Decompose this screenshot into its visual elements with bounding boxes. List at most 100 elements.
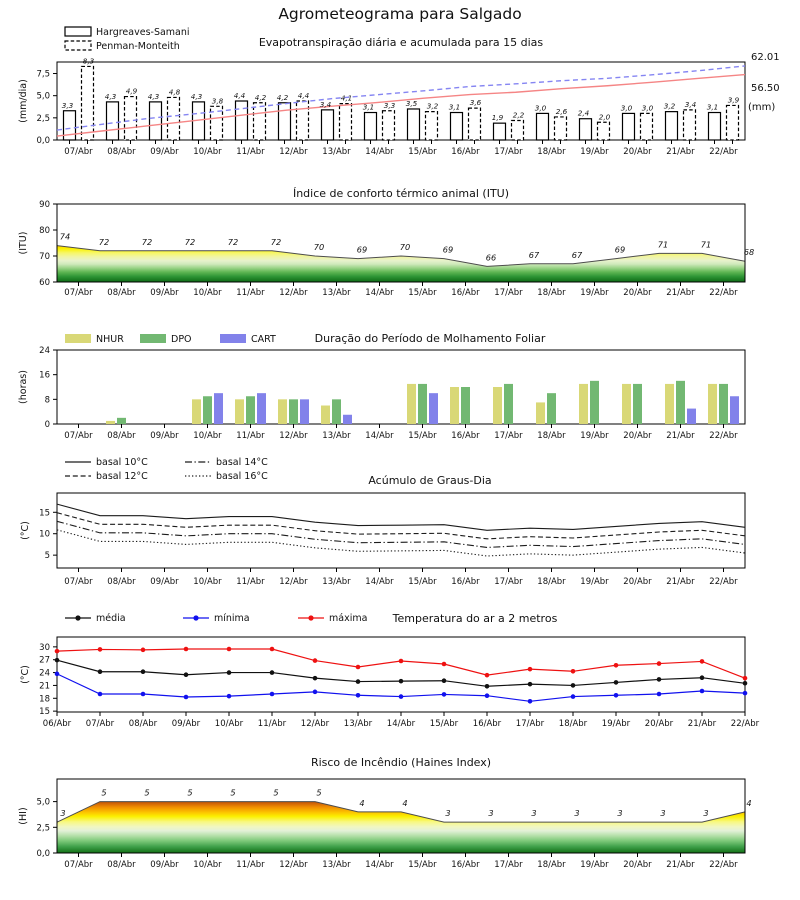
svg-text:74: 74	[60, 232, 70, 242]
svg-text:71: 71	[658, 239, 668, 249]
svg-text:71: 71	[701, 239, 711, 249]
svg-text:3,0: 3,0	[535, 103, 547, 112]
svg-text:Índice de conforto térmico ani: Índice de conforto térmico animal (ITU)	[293, 187, 509, 200]
svg-text:09/Abr: 09/Abr	[150, 147, 179, 157]
svg-text:17/Abr: 17/Abr	[494, 147, 523, 157]
itu-chart: 60 70 80 90 (ITU) Índice de conforto térmico …	[18, 187, 754, 298]
svg-text:08/Abr: 08/Abr	[107, 147, 136, 157]
svg-text:11/Abr: 11/Abr	[236, 860, 265, 870]
svg-text:11/Abr: 11/Abr	[236, 577, 265, 587]
svg-text:67: 67	[529, 250, 540, 260]
svg-text:4,3: 4,3	[191, 92, 203, 101]
svg-text:4,9: 4,9	[126, 87, 138, 96]
svg-text:18: 18	[39, 694, 50, 704]
svg-text:2,2: 2,2	[513, 111, 525, 120]
svg-text:4,3: 4,3	[105, 92, 117, 101]
svg-text:16/Abr: 16/Abr	[451, 147, 480, 157]
svg-text:13/Abr: 13/Abr	[344, 719, 373, 729]
svg-text:07/Abr: 07/Abr	[64, 431, 93, 441]
svg-text:12/Abr: 12/Abr	[301, 719, 330, 729]
temperature-chart: 15 18 21 24 27 30 (°C) Temperatura do ar a 2 me…	[20, 612, 760, 729]
svg-text:21/Abr: 21/Abr	[666, 431, 695, 441]
svg-text:13/Abr: 13/Abr	[322, 288, 351, 298]
svg-text:09/Abr: 09/Abr	[150, 577, 179, 587]
svg-text:22/Abr: 22/Abr	[709, 431, 738, 441]
svg-text:3,1: 3,1	[449, 103, 460, 112]
svg-text:4,3: 4,3	[148, 92, 160, 101]
svg-text:média: média	[96, 613, 126, 624]
svg-text:12/Abr: 12/Abr	[279, 147, 308, 157]
svg-text:18/Abr: 18/Abr	[537, 860, 566, 870]
svg-text:5: 5	[187, 788, 192, 798]
svg-text:3,2: 3,2	[664, 102, 676, 111]
svg-text:4: 4	[746, 798, 751, 808]
svg-text:12/Abr: 12/Abr	[279, 577, 308, 587]
svg-text:(ITU): (ITU)	[18, 232, 29, 255]
svg-text:19/Abr: 19/Abr	[580, 577, 609, 587]
svg-text:08/Abr: 08/Abr	[107, 431, 136, 441]
svg-text:07/Abr: 07/Abr	[64, 860, 93, 870]
svg-text:máxima: máxima	[329, 613, 367, 624]
svg-text:2,0: 2,0	[599, 112, 611, 121]
svg-text:08/Abr: 08/Abr	[129, 719, 158, 729]
svg-text:24: 24	[39, 346, 50, 356]
svg-text:15/Abr: 15/Abr	[408, 431, 437, 441]
svg-text:5: 5	[316, 788, 321, 798]
svg-text:14/Abr: 14/Abr	[365, 147, 394, 157]
svg-text:16/Abr: 16/Abr	[451, 288, 480, 298]
svg-text:3: 3	[488, 808, 493, 818]
svg-text:17/Abr: 17/Abr	[516, 719, 545, 729]
svg-text:69: 69	[357, 245, 367, 255]
svg-text:07/Abr: 07/Abr	[64, 288, 93, 298]
svg-text:66: 66	[486, 252, 496, 262]
svg-text:68: 68	[744, 247, 754, 257]
svg-text:8: 8	[45, 395, 50, 405]
svg-text:90: 90	[39, 200, 50, 210]
svg-text:4,2: 4,2	[277, 93, 289, 102]
svg-text:11/Abr: 11/Abr	[236, 288, 265, 298]
svg-text:16: 16	[39, 371, 50, 381]
svg-text:3: 3	[445, 808, 450, 818]
svg-text:18/Abr: 18/Abr	[559, 719, 588, 729]
svg-text:5: 5	[144, 788, 149, 798]
evapotranspiration-chart: 0,0 2,5 5,0 7,5 (mm/dia) Evapotranspiração di…	[18, 26, 780, 157]
svg-text:3: 3	[660, 808, 665, 818]
svg-text:3,1: 3,1	[363, 103, 374, 112]
svg-text:21/Abr: 21/Abr	[666, 147, 695, 157]
svg-text:(°C): (°C)	[20, 665, 31, 684]
svg-text:08/Abr: 08/Abr	[107, 860, 136, 870]
svg-text:20/Abr: 20/Abr	[623, 288, 652, 298]
svg-text:08/Abr: 08/Abr	[107, 288, 136, 298]
svg-text:CART: CART	[251, 334, 276, 345]
svg-text:10/Abr: 10/Abr	[193, 147, 222, 157]
svg-text:07/Abr: 07/Abr	[64, 147, 93, 157]
svg-text:3: 3	[703, 808, 708, 818]
haines-index-chart: 0,0 2,5 5,0 (HI) Risco de Incêndio (Haines I…	[18, 756, 752, 870]
svg-text:22/Abr: 22/Abr	[709, 147, 738, 157]
svg-text:Hargreaves-Samani: Hargreaves-Samani	[96, 27, 190, 38]
svg-text:09/Abr: 09/Abr	[150, 288, 179, 298]
svg-text:basal 14°C: basal 14°C	[216, 457, 268, 468]
svg-text:3,4: 3,4	[320, 100, 332, 109]
svg-text:72: 72	[142, 237, 152, 247]
svg-text:27: 27	[39, 656, 50, 666]
svg-text:12/Abr: 12/Abr	[279, 288, 308, 298]
svg-text:07/Abr: 07/Abr	[86, 719, 115, 729]
svg-text:67: 67	[572, 250, 583, 260]
svg-text:10/Abr: 10/Abr	[193, 860, 222, 870]
svg-text:17/Abr: 17/Abr	[494, 288, 523, 298]
svg-text:69: 69	[615, 245, 625, 255]
svg-text:13/Abr: 13/Abr	[322, 860, 351, 870]
svg-text:14/Abr: 14/Abr	[365, 431, 394, 441]
svg-text:3,4: 3,4	[685, 100, 697, 109]
svg-text:17/Abr: 17/Abr	[494, 577, 523, 587]
svg-text:7,5: 7,5	[36, 70, 50, 80]
svg-text:72: 72	[185, 237, 195, 247]
svg-text:4,2: 4,2	[255, 93, 267, 102]
svg-text:18/Abr: 18/Abr	[537, 431, 566, 441]
svg-text:12/Abr: 12/Abr	[279, 860, 308, 870]
svg-text:19/Abr: 19/Abr	[580, 860, 609, 870]
svg-text:72: 72	[271, 237, 281, 247]
svg-text:70: 70	[400, 242, 410, 252]
